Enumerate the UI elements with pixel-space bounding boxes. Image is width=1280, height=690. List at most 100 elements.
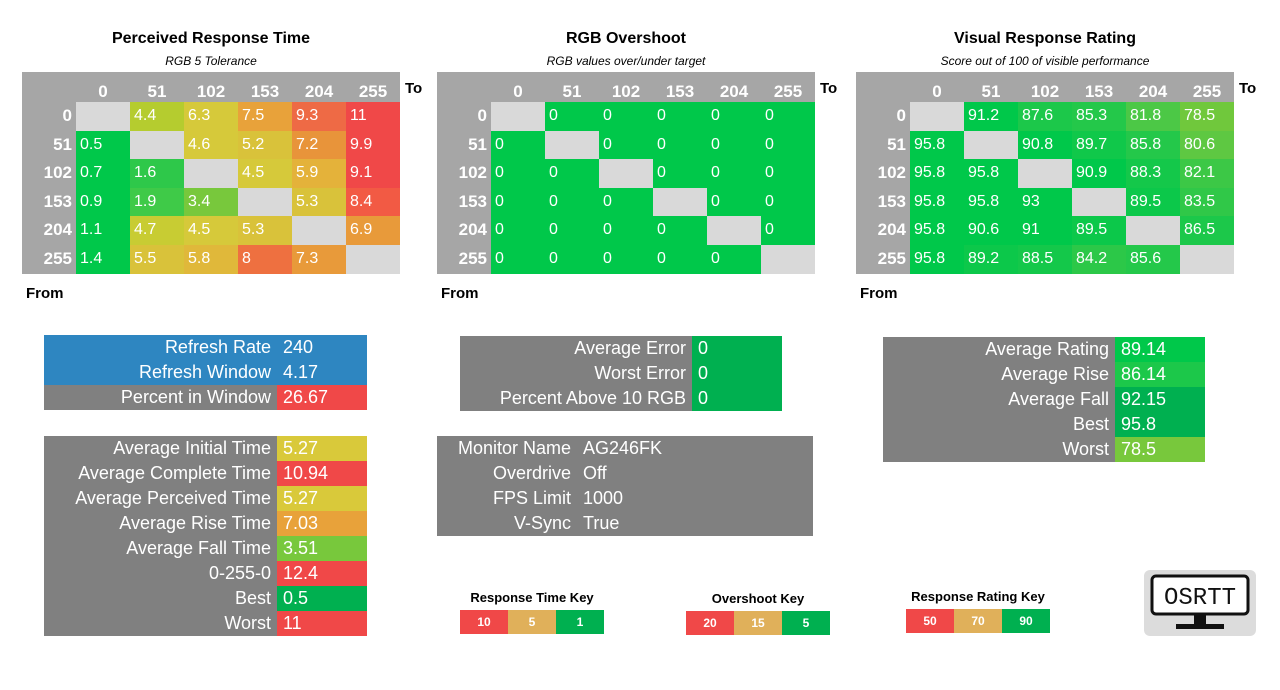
perceived-cell: 4.4 — [130, 102, 184, 131]
rating-cell — [964, 130, 1018, 160]
overshoot-col-header: 0 — [513, 82, 523, 101]
error-panel-value: 0 — [692, 386, 782, 411]
rating-cell: 90.6 — [964, 216, 1018, 245]
key-cell: 15 — [734, 611, 782, 635]
error-panel-value: 0 — [692, 361, 782, 386]
rating-cell — [1126, 216, 1180, 245]
overshoot-row-header: 204 — [458, 220, 487, 240]
monitor-panel-value: Off — [577, 461, 813, 486]
perceived-col-header: 204 — [304, 82, 334, 101]
times-panel-label: Average Complete Time — [44, 461, 277, 486]
rating-panel-label: Worst — [883, 437, 1115, 462]
overshoot-cell: 0 — [761, 159, 815, 188]
refresh-panel-label: Refresh Rate — [44, 335, 277, 360]
overshoot-cell — [545, 130, 599, 160]
rating-row-header: 51 — [887, 134, 906, 154]
rating-panel-label: Average Rating — [883, 337, 1115, 362]
rating-panel-value: 89.14 — [1115, 337, 1205, 362]
refresh-panel-value: 240 — [277, 335, 367, 360]
overshoot-col-header: 102 — [611, 82, 641, 101]
rating-col-header: 51 — [981, 82, 1001, 101]
perceived-col-header: 51 — [147, 82, 167, 101]
rating-cell: 78.5 — [1180, 102, 1234, 131]
overshoot-cell: 0 — [599, 102, 653, 131]
rating-cell — [1018, 159, 1072, 188]
rating-col-header: 102 — [1030, 82, 1060, 101]
perceived-cell: 7.5 — [238, 102, 292, 131]
overshoot-cell: 0 — [761, 216, 815, 245]
perceived-cell: 4.7 — [130, 216, 184, 245]
error-panel-label: Percent Above 10 RGB — [460, 386, 692, 411]
overshoot-cell: 0 — [491, 159, 545, 188]
overshoot-cell: 0 — [491, 187, 545, 217]
perceived-cell: 1.6 — [130, 159, 184, 188]
rating-cell: 88.3 — [1126, 159, 1180, 188]
rating-cell: 95.8 — [910, 130, 964, 160]
perceived-cell: 7.2 — [292, 130, 346, 160]
rating-cell: 89.2 — [964, 245, 1018, 274]
monitor-panel-value: 1000 — [577, 486, 813, 511]
rating-panel-label: Best — [883, 412, 1115, 437]
overshoot-cell: 0 — [653, 159, 707, 188]
rating-from-label: From — [860, 285, 898, 302]
times-panel-value: 5.27 — [277, 436, 367, 461]
perceived-cell — [184, 159, 238, 188]
overshoot-cell: 0 — [761, 187, 815, 217]
perceived-col-header: 102 — [196, 82, 226, 101]
rating-cell: 93 — [1018, 187, 1072, 217]
perceived-subtitle: RGB 5 Tolerance — [165, 54, 257, 68]
overshoot-row-header: 0 — [477, 106, 487, 125]
perceived-to-label: To — [405, 80, 423, 97]
times-panel-value: 3.51 — [277, 536, 367, 561]
key-cell: 5 — [782, 611, 830, 635]
rating-cell: 89.5 — [1072, 216, 1126, 245]
rating-cell: 80.6 — [1180, 130, 1234, 160]
rating-cell: 95.8 — [910, 187, 964, 217]
perceived-col-header: 255 — [358, 82, 388, 101]
monitor-panel-value: AG246FK — [577, 436, 813, 461]
perceived-cell: 1.4 — [76, 245, 130, 274]
overshoot-cell — [761, 245, 815, 274]
refresh-panel-value: 4.17 — [277, 360, 367, 385]
overshoot-cell: 0 — [599, 216, 653, 245]
overshoot-cell: 0 — [491, 245, 545, 274]
perceived-col-header: 153 — [250, 82, 280, 101]
perceived-cell: 1.1 — [76, 216, 130, 245]
rating-panel-value: 95.8 — [1115, 412, 1205, 437]
overshoot-col-header: 153 — [665, 82, 695, 101]
overshoot-cell — [599, 159, 653, 188]
rating-cell: 91.2 — [964, 102, 1018, 131]
times-panel-value: 5.27 — [277, 486, 367, 511]
overshoot-cell — [653, 187, 707, 217]
perceived-cell: 5.2 — [238, 130, 292, 160]
key-cell: 50 — [906, 609, 954, 633]
overshoot-col-header: 51 — [562, 82, 582, 101]
rating-cell: 86.5 — [1180, 216, 1234, 245]
times-panel-label: 0-255-0 — [44, 561, 277, 586]
monitor-panel-label: Monitor Name — [437, 436, 577, 461]
rating-cell: 89.7 — [1072, 130, 1126, 160]
rating-cell: 85.8 — [1126, 130, 1180, 160]
rating-col-header: 153 — [1084, 82, 1114, 101]
perceived-cell: 7.3 — [292, 245, 346, 274]
perceived-row-header: 153 — [43, 191, 72, 211]
rating-cell: 91 — [1018, 216, 1072, 245]
rating-cell: 95.8 — [910, 245, 964, 274]
overshoot-cell: 0 — [545, 159, 599, 188]
perceived-cell — [76, 102, 130, 131]
overshoot-row-header: 153 — [458, 191, 487, 211]
overshoot-cell: 0 — [653, 245, 707, 274]
overshoot-subtitle: RGB values over/under target — [546, 54, 706, 68]
perceived-cell: 9.3 — [292, 102, 346, 131]
rating-subtitle: Score out of 100 of visible performance — [940, 54, 1150, 68]
rating-cell — [1072, 187, 1126, 217]
perceived-cell: 5.3 — [292, 187, 346, 217]
overshoot-cell: 0 — [491, 216, 545, 245]
overshoot-row-header: 51 — [468, 134, 487, 154]
perceived-row-header: 0 — [62, 106, 72, 125]
perceived-from-label: From — [26, 285, 64, 302]
perceived-cell: 3.4 — [184, 187, 238, 217]
rating-cell: 85.6 — [1126, 245, 1180, 274]
error-panel-label: Worst Error — [460, 361, 692, 386]
overshoot-cell: 0 — [761, 130, 815, 160]
